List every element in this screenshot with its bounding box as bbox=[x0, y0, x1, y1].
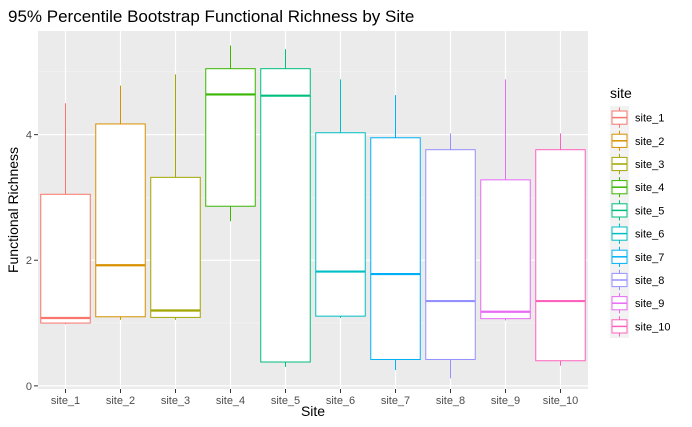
x-axis: site_1 site_2 site_3 site_4 site_5 site_6 site… bbox=[51, 389, 578, 407]
box-body bbox=[425, 149, 476, 360]
x-tick-label: site_4 bbox=[216, 395, 245, 407]
legend-item-site_3: site_3 bbox=[610, 152, 664, 176]
box-site_7 bbox=[370, 95, 421, 371]
box-site_6 bbox=[315, 79, 366, 319]
box-site_3 bbox=[150, 74, 201, 320]
box-site_1 bbox=[40, 103, 91, 325]
legend-label: site_2 bbox=[635, 136, 664, 148]
x-axis-title: Site bbox=[301, 403, 325, 419]
legend-item-site_5: site_5 bbox=[610, 198, 664, 222]
legend-label: site_5 bbox=[635, 205, 664, 217]
x-tick-label: site_1 bbox=[51, 395, 80, 407]
legend-label: site_6 bbox=[635, 229, 664, 241]
box-site_2 bbox=[95, 85, 146, 320]
boxes bbox=[40, 45, 586, 379]
legend-label: site_7 bbox=[635, 252, 664, 264]
legend-item-site_7: site_7 bbox=[610, 245, 664, 269]
box-site_4 bbox=[205, 45, 256, 222]
legend-item-site_10: site_10 bbox=[610, 314, 670, 338]
box-body bbox=[150, 176, 201, 318]
y-tick-label: 0 bbox=[26, 381, 32, 393]
box-body bbox=[370, 137, 421, 360]
legend-label: site_8 bbox=[635, 275, 664, 287]
box-body bbox=[95, 123, 146, 318]
legend-label: site_4 bbox=[635, 182, 664, 194]
y-axis-title: Functional Richness bbox=[5, 147, 21, 273]
box-site_5 bbox=[260, 49, 311, 368]
x-tick-label: site_10 bbox=[543, 395, 578, 407]
box-body bbox=[315, 132, 366, 317]
legend-item-site_6: site_6 bbox=[610, 222, 664, 246]
box-body bbox=[205, 68, 256, 207]
y-axis: 0 2 4 bbox=[26, 130, 38, 393]
x-tick-label: site_6 bbox=[326, 395, 355, 407]
chart-title: 95% Percentile Bootstrap Functional Rich… bbox=[8, 7, 414, 26]
x-tick-label: site_8 bbox=[436, 395, 465, 407]
box-site_10 bbox=[535, 133, 586, 366]
legend-item-site_1: site_1 bbox=[610, 106, 664, 130]
legend-label: site_10 bbox=[635, 321, 670, 333]
legend-item-site_4: site_4 bbox=[610, 175, 664, 199]
x-tick-label: site_9 bbox=[491, 395, 520, 407]
legend-label: site_1 bbox=[635, 113, 664, 125]
legend-title: site bbox=[610, 85, 632, 101]
legend-item-site_8: site_8 bbox=[610, 268, 664, 292]
box-site_8 bbox=[425, 133, 476, 379]
y-tick-label: 4 bbox=[26, 130, 32, 142]
box-body bbox=[260, 68, 311, 363]
x-tick-label: site_7 bbox=[381, 395, 410, 407]
box-site_9 bbox=[480, 79, 531, 321]
legend-label: site_3 bbox=[635, 159, 664, 171]
x-tick-label: site_3 bbox=[161, 395, 190, 407]
legend-item-site_9: site_9 bbox=[610, 291, 664, 315]
box-body bbox=[535, 149, 586, 362]
box-body bbox=[480, 179, 531, 320]
legend-label: site_9 bbox=[635, 298, 664, 310]
x-tick-label: site_2 bbox=[106, 395, 135, 407]
y-tick-label: 2 bbox=[26, 255, 32, 267]
legend-item-site_2: site_2 bbox=[610, 129, 664, 153]
box-body bbox=[40, 193, 91, 324]
legend: site site_1 site_2 site_3 site_4 site_5 site_… bbox=[610, 85, 670, 338]
x-tick-label: site_5 bbox=[271, 395, 300, 407]
